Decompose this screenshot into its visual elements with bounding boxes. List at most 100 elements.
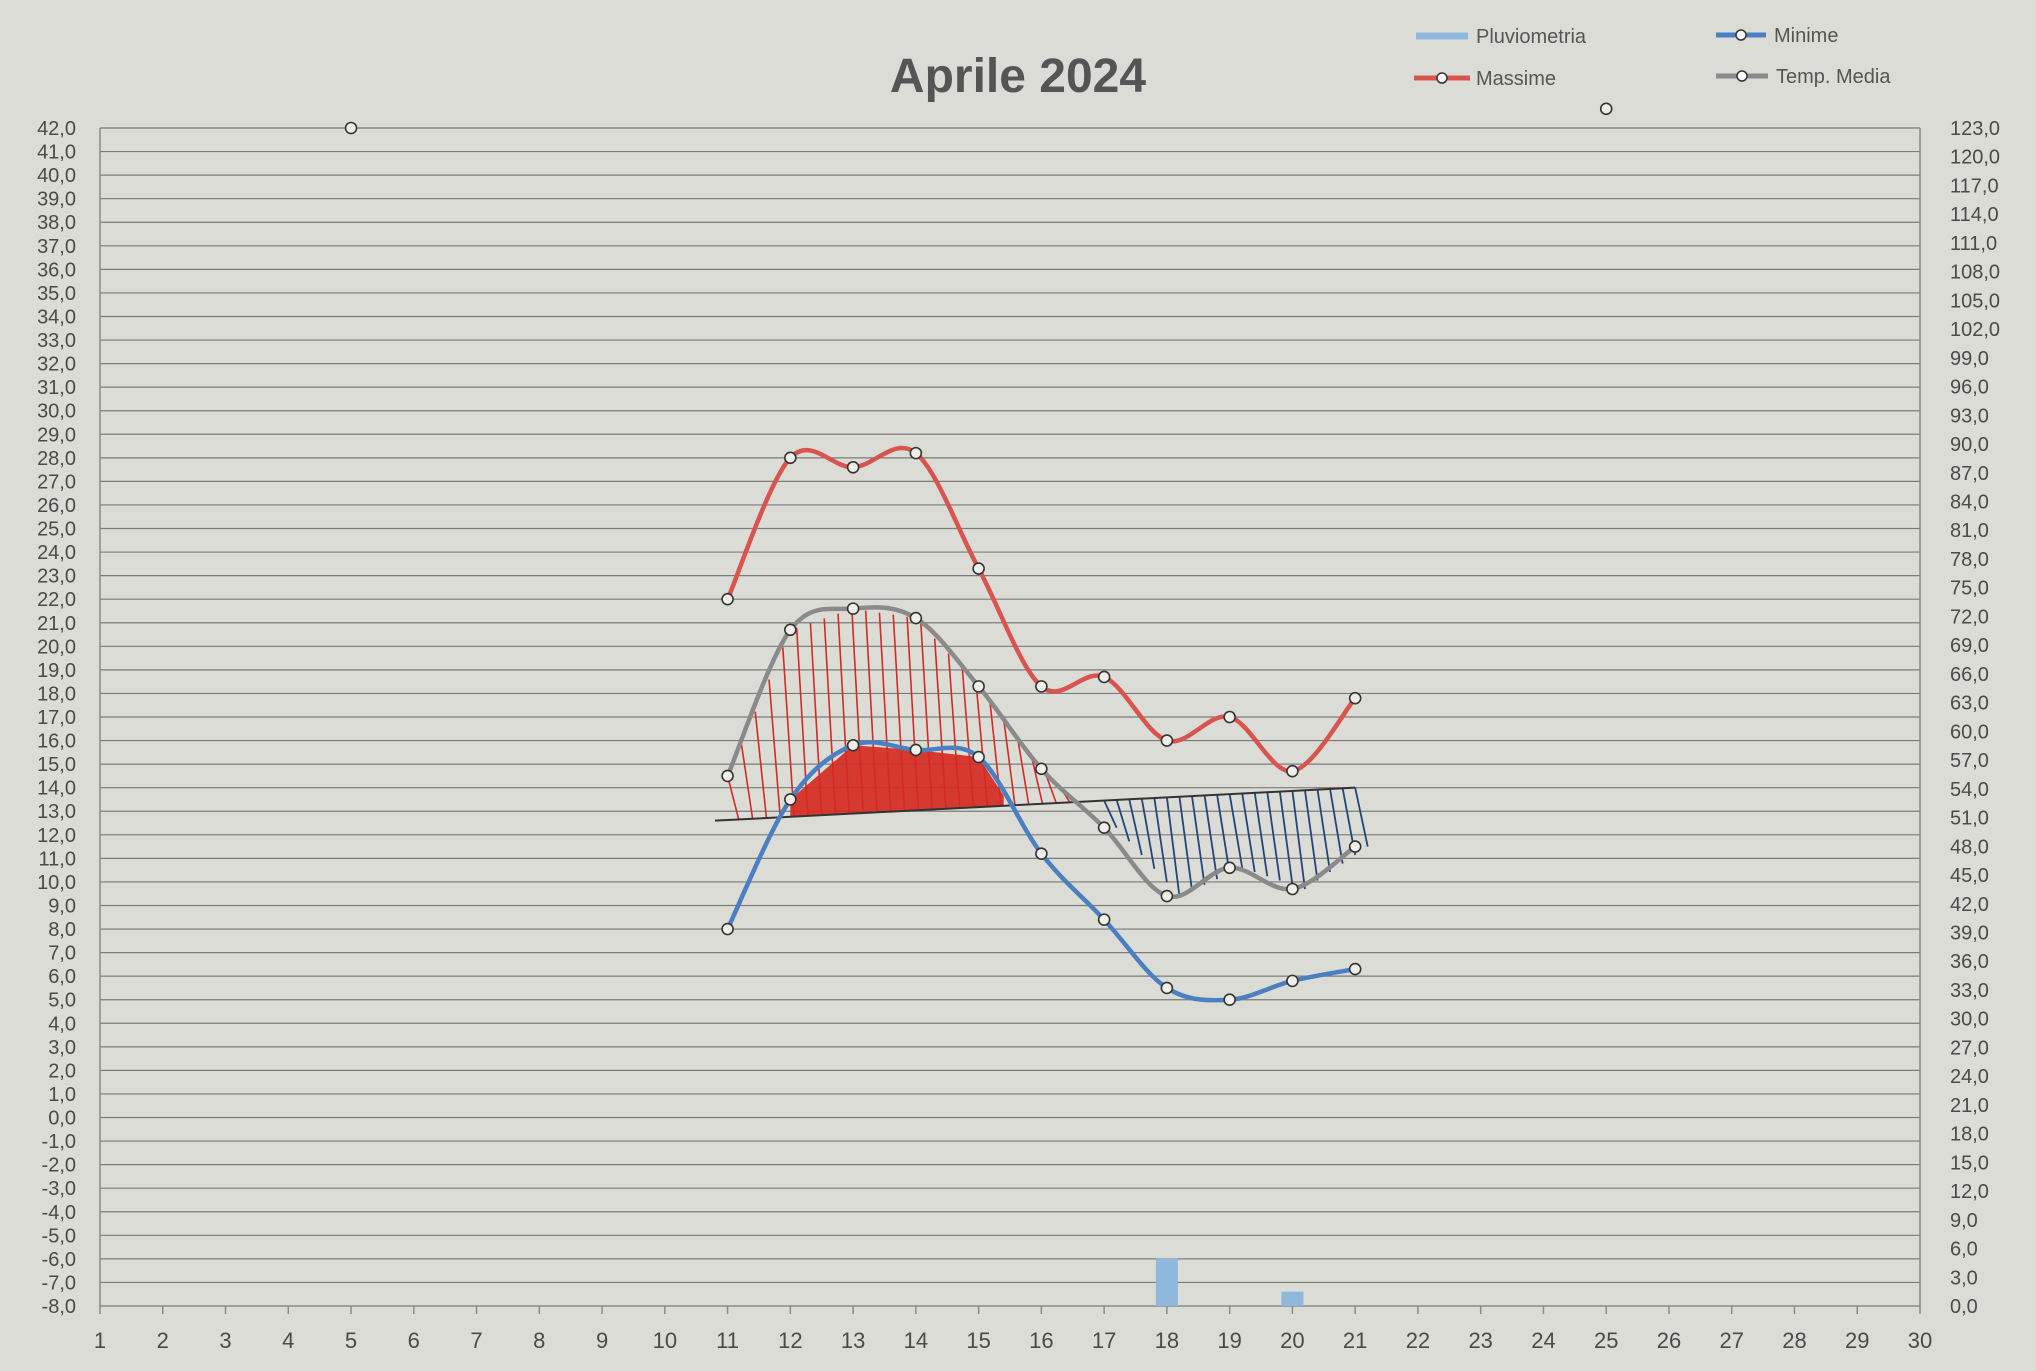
y-left-tick-label: 17,0 (37, 707, 76, 729)
chart-title: Aprile 2024 (890, 50, 1146, 103)
data-point (846, 738, 860, 752)
x-tick-label: 3 (219, 1328, 231, 1353)
hatch-line-cold (1354, 787, 1369, 847)
hatch-line-warm (989, 701, 1003, 807)
y-left-tick-label: 0,0 (48, 1108, 76, 1130)
series-line-temp-media (725, 605, 1358, 900)
x-tick-label: 6 (408, 1328, 420, 1353)
hatch-line-warm (726, 775, 740, 821)
hatch-line-warm (754, 711, 768, 819)
data-point (909, 611, 923, 625)
y-right-tick-label: 72,0 (1950, 606, 1989, 628)
y-left-tick-label: -6,0 (42, 1249, 76, 1271)
y-right-tick-label: 60,0 (1950, 721, 1989, 743)
y-right-tick-label: 33,0 (1950, 980, 1989, 1002)
x-tick-label: 8 (533, 1328, 545, 1353)
x-tick-label: 5 (345, 1328, 357, 1353)
y-right-tick-label: 57,0 (1950, 750, 1989, 772)
x-tick-label: 18 (1155, 1328, 1179, 1353)
hatch-line-warm (947, 653, 961, 809)
x-tick-label: 17 (1092, 1328, 1116, 1353)
hatch-line-cold (1203, 795, 1218, 880)
y-left-tick-label: -3,0 (42, 1178, 76, 1200)
y-right-tick-label: 6,0 (1950, 1239, 1978, 1261)
y-right-tick-label: 54,0 (1950, 779, 1989, 801)
y-left-tick-label: 30,0 (37, 401, 76, 423)
y-right-tick-label: 123,0 (1950, 118, 2000, 140)
y-right-tick-label: 102,0 (1950, 319, 2000, 341)
reference-line (714, 786, 1356, 822)
data-point (1348, 840, 1362, 853)
bar-pluviometria (1281, 1291, 1304, 1306)
y-left-tick-label: 35,0 (37, 283, 76, 305)
y-right-tick-label: 84,0 (1950, 492, 1989, 514)
hatch-line-cold (1266, 792, 1281, 881)
data-point (784, 623, 797, 637)
hatch-line-cold (1329, 788, 1344, 864)
data-point (1160, 889, 1174, 903)
y-right-tick-label: 48,0 (1950, 836, 1989, 858)
y-left-tick-label: 27,0 (37, 471, 76, 493)
y-right-tick-label: 87,0 (1950, 463, 1989, 485)
data-point (344, 121, 358, 135)
data-point (1223, 993, 1236, 1007)
y-left-tick-label: 39,0 (37, 189, 76, 211)
gridlines (99, 127, 1921, 1314)
data-point (721, 769, 734, 783)
data-point (1035, 680, 1048, 693)
y-left-tick-label: 21,0 (37, 613, 76, 635)
y-left-tick-label: 19,0 (37, 660, 76, 682)
hatch-line-warm (1030, 755, 1044, 805)
y-right-tick-label: 78,0 (1950, 549, 1989, 571)
data-point (846, 460, 860, 474)
y-right-tick-label: 9,0 (1950, 1210, 1978, 1232)
y-right-tick-label: 114,0 (1950, 204, 1999, 226)
hatch-line-warm (768, 679, 782, 818)
y-left-tick-label: 1,0 (48, 1084, 76, 1106)
data-point (972, 680, 985, 693)
y-right-tick-label: 36,0 (1950, 951, 1989, 973)
y-right-tick-label: 0,0 (1950, 1296, 1978, 1318)
hatch-line-cold (1128, 799, 1143, 856)
y-right-tick-label: 15,0 (1950, 1152, 1989, 1174)
x-tick-label: 14 (904, 1328, 928, 1353)
series-line-massime (725, 445, 1358, 774)
y-left-tick-label: 28,0 (37, 448, 76, 470)
hatch-line-cold (1166, 797, 1181, 897)
data-point (1097, 821, 1111, 835)
y-right-tick-label: 21,0 (1950, 1095, 1989, 1117)
y-left-tick-label: 31,0 (37, 377, 76, 399)
data-point (1035, 847, 1048, 860)
y-right-tick-label: 90,0 (1950, 434, 1989, 456)
x-tick-label: 1 (94, 1328, 106, 1353)
y-right-tick-label: 12,0 (1950, 1181, 1989, 1203)
y-left-tick-label: 41,0 (37, 142, 76, 164)
y-right-tick-label: 96,0 (1950, 377, 1989, 399)
y-right-tick-label: 117,0 (1950, 175, 1999, 197)
hatch-line-warm (906, 616, 920, 811)
y-left-tick-label: 4,0 (48, 1013, 76, 1035)
x-tick-label: 25 (1594, 1328, 1618, 1353)
data-point (784, 793, 797, 806)
hatch-line-warm (823, 618, 837, 816)
x-tick-label: 11 (716, 1328, 739, 1353)
x-tick-label: 30 (1908, 1328, 1932, 1353)
data-point (1160, 734, 1174, 747)
y-left-tick-label: 9,0 (48, 895, 76, 917)
y-left-tick-label: 20,0 (37, 636, 76, 658)
y-left-tick-label: 8,0 (48, 919, 76, 941)
x-tick-label: 28 (1782, 1328, 1806, 1353)
data-point (909, 446, 923, 460)
y-left-tick-label: -4,0 (42, 1202, 76, 1224)
hatch-line-warm (740, 743, 754, 820)
hatch-line-warm (1016, 737, 1030, 806)
y-right-tick-label: 75,0 (1950, 578, 1989, 600)
x-tick-label: 15 (966, 1328, 990, 1353)
hatch-line-cold (1228, 793, 1244, 868)
hatch-line-warm (809, 622, 823, 816)
legend-label-temp-media: Temp. Media (1776, 66, 1891, 88)
hatch-line-cold (1153, 797, 1168, 883)
y-right-tick-label: 3,0 (1950, 1267, 1978, 1289)
hatch-line-warm (933, 638, 947, 810)
